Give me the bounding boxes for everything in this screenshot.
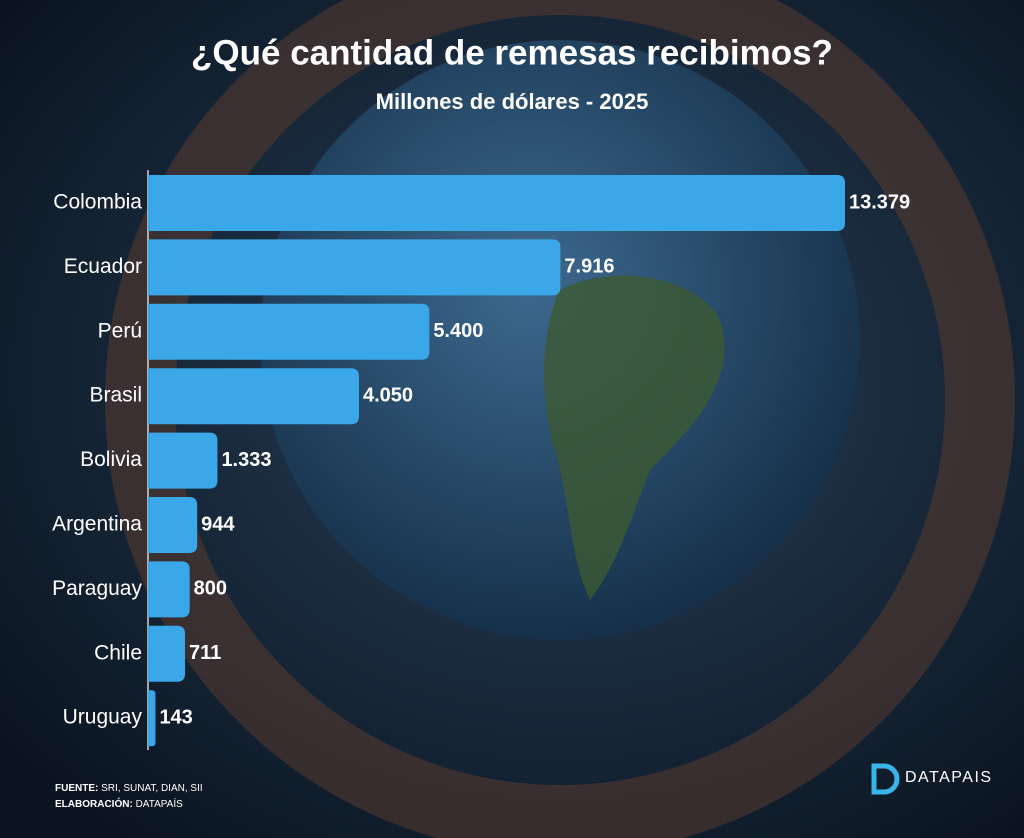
value-label: 5.400 [433, 320, 483, 342]
category-label: Bolivia [80, 448, 142, 471]
logo-text: DATAPAIS [905, 769, 993, 786]
value-label: 143 [159, 706, 192, 728]
bar [148, 497, 198, 553]
category-label: Chile [94, 641, 142, 664]
value-label: 4.050 [363, 384, 413, 406]
category-label: Colombia [53, 191, 142, 214]
bar [148, 561, 190, 618]
category-label: Perú [98, 319, 142, 342]
value-label: 944 [201, 513, 235, 535]
credit-label: ELABORACIÓN: [55, 797, 133, 810]
bar [148, 303, 430, 360]
category-label: Uruguay [63, 706, 143, 729]
bar [148, 175, 845, 231]
chart-title: ¿Qué cantidad de remesas recibimos? [191, 33, 833, 72]
category-label: Argentina [52, 513, 142, 536]
bar [148, 690, 156, 747]
credit: DATAPAÍS [136, 797, 184, 810]
value-label: 1.333 [221, 449, 271, 471]
category-label: Ecuador [64, 255, 142, 278]
tray-ring [105, 0, 1015, 838]
source-label: FUENTE: [55, 783, 98, 794]
value-label: 13.379 [849, 191, 910, 213]
source: SRI, SUNAT, DIAN, SII [101, 783, 203, 794]
category-label: Paraguay [52, 577, 142, 600]
value-label: 711 [189, 642, 221, 664]
value-label: 7.916 [564, 256, 614, 278]
value-label: 800 [194, 578, 227, 600]
bar [148, 432, 218, 489]
logo-icon [871, 763, 900, 795]
category-label: Brasil [89, 384, 142, 407]
bar [148, 239, 561, 296]
bar [148, 368, 359, 425]
footer-credit: ELABORACIÓN: DATAPAÍS [55, 797, 183, 810]
footer-source: FUENTE: SRI, SUNAT, DIAN, SII [55, 783, 203, 794]
chart-subtitle: Millones de dólares - 2025 [376, 89, 649, 114]
logo-mark [871, 763, 900, 795]
continent [544, 275, 725, 600]
bar [148, 625, 186, 682]
